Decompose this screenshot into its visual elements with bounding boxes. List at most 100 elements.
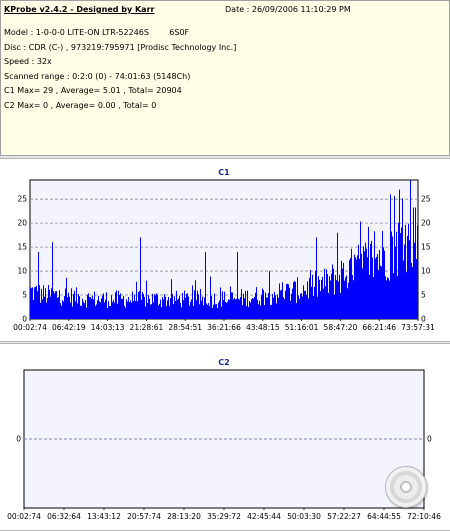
c1-bar (118, 290, 119, 319)
c1-bar (168, 297, 169, 319)
c1-bar (182, 292, 183, 319)
c1-bar (266, 297, 267, 319)
c1-bar (53, 290, 54, 319)
c1-bar (347, 288, 348, 319)
c1-bar (408, 223, 409, 319)
c1-bar (95, 305, 96, 319)
c1-bar (85, 300, 86, 319)
c1-bar (138, 292, 139, 319)
c1-bar (351, 248, 352, 319)
c1-bar (191, 299, 192, 319)
c1-bar (364, 251, 365, 319)
c1-bar (132, 291, 133, 319)
c1-bar (90, 296, 91, 319)
c1-bar (35, 286, 36, 319)
c1-bar (213, 304, 214, 319)
c1-bar (104, 302, 105, 319)
c1-bar (30, 287, 31, 319)
c1-bar (40, 302, 41, 319)
c1-bar (378, 270, 379, 319)
c1-bar (139, 291, 140, 319)
c1-bar (248, 306, 249, 319)
c1-bar (224, 291, 225, 319)
c1-bar (240, 297, 241, 319)
x-tick-label: 28:54:51 (168, 323, 202, 332)
c1-bar (274, 291, 275, 319)
c1-bar (304, 290, 305, 319)
c1-bar (341, 260, 342, 319)
x-tick-label: 43:48:15 (246, 323, 280, 332)
c1-bar (235, 299, 236, 319)
c1-bar (381, 266, 382, 319)
c1-bar (117, 303, 118, 319)
c1-bar (127, 301, 128, 319)
c1-bar (416, 258, 417, 319)
c1-bar (377, 253, 378, 319)
c1-bar (298, 295, 299, 319)
c1-bar (91, 298, 92, 319)
c1-bar (253, 298, 254, 319)
c1-bar (311, 286, 312, 319)
c1-bar (273, 297, 274, 319)
c1-bar (194, 290, 195, 319)
c1-bar (317, 296, 318, 319)
c1-bar (125, 307, 126, 319)
c1-bar (350, 258, 351, 319)
c1-bar (374, 231, 375, 319)
c1-bar (335, 274, 336, 319)
c1-bar (389, 280, 390, 319)
c1-bar (246, 305, 247, 319)
c1-bar (82, 298, 83, 319)
c1-bar (243, 293, 244, 319)
c1-bar (405, 224, 406, 319)
c1-bar (357, 255, 358, 319)
c1-bar (143, 294, 144, 319)
disc-icon (385, 466, 427, 508)
c1-bar (366, 248, 367, 319)
c1-bar (150, 304, 151, 319)
c1-bar (195, 280, 196, 319)
info-lines: Model : 1-0-0-0 LITE-ON LTR-52246S 6S0F … (4, 26, 236, 114)
c1-bar (172, 293, 173, 319)
c1-bar (94, 291, 95, 319)
c1-bar (170, 298, 171, 319)
c1-bar (196, 300, 197, 319)
c1-bar (46, 302, 47, 319)
c1-bar (252, 298, 253, 319)
x-tick-label: 13:43:12 (87, 512, 121, 521)
c1-bar (321, 279, 322, 319)
c1-bar (363, 246, 364, 319)
c1-bar (65, 288, 66, 319)
c1-bar (225, 301, 226, 319)
c1-bar (375, 258, 376, 319)
c1-bar (113, 299, 114, 319)
c1-bar (166, 306, 167, 319)
c1-bar (254, 296, 255, 319)
c1-bar (66, 277, 67, 319)
c1-bar (123, 295, 124, 319)
c1-bar (323, 288, 324, 319)
x-tick-label: 50:03:30 (287, 512, 321, 521)
c1-bar (263, 289, 264, 319)
c1-bar (390, 194, 391, 319)
c1-bar (249, 300, 250, 319)
c1-bar (77, 303, 78, 319)
c1-bar (84, 303, 85, 319)
c1-bar (163, 299, 164, 319)
c1-bar (296, 302, 297, 319)
c1-bar (238, 298, 239, 319)
c1-bar (316, 237, 317, 319)
x-tick-label: 42:45:44 (247, 512, 281, 521)
c1-bar (412, 266, 413, 319)
c1-bar (105, 299, 106, 319)
c1-bar (44, 296, 45, 319)
c1-bar (313, 295, 314, 319)
c1-bar (153, 302, 154, 319)
c1-bar (399, 189, 400, 319)
c1-bar (116, 290, 117, 319)
c1-bar (199, 304, 200, 319)
c1-bar (188, 296, 189, 319)
c1-bar (162, 296, 163, 319)
c1-bar (261, 295, 262, 319)
c1-bar (147, 303, 148, 319)
